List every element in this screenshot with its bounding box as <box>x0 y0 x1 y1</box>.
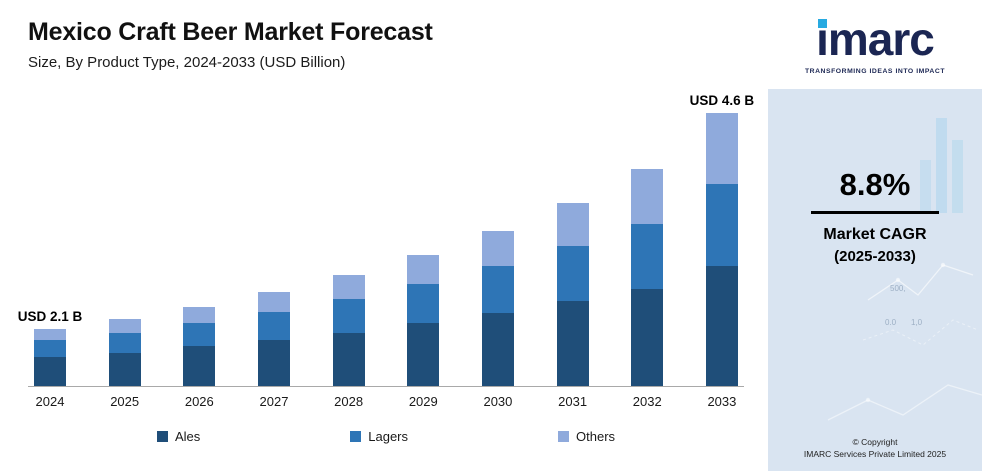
bar-segment-others <box>705 113 738 185</box>
chart-title: Mexico Craft Beer Market Forecast <box>28 18 433 46</box>
bar-stack <box>257 291 290 386</box>
logo-text: imarc <box>816 13 935 65</box>
bar-stack <box>34 329 66 386</box>
bar-stack <box>705 113 738 386</box>
bar-segment-ales <box>257 340 290 386</box>
legend-label: Others <box>576 429 616 444</box>
copyright-line1: © Copyright <box>852 436 898 447</box>
bar-column: USD 4.6 B 2033 <box>690 93 755 409</box>
bar-segment-ales <box>34 357 66 386</box>
bar-segment-ales <box>108 352 141 386</box>
bar-stack <box>108 319 141 386</box>
x-axis-label: 2026 <box>184 394 214 409</box>
bar-segment-lagers <box>556 246 589 302</box>
bar-stack <box>481 230 514 386</box>
x-axis-label: 2027 <box>259 394 289 409</box>
bar-segment-ales <box>183 346 216 386</box>
imarc-logo: imarc <box>816 13 935 65</box>
bar-segment-others <box>34 329 66 340</box>
bar-segment-others <box>407 254 440 284</box>
bar-stack <box>183 306 216 386</box>
legend-label: Ales <box>174 429 201 444</box>
logo-dot-icon <box>818 19 828 28</box>
watermark-number: 1,0 <box>911 318 923 327</box>
bar-column: 2025 <box>108 319 141 409</box>
cagr-period: (2025-2033) <box>834 247 916 265</box>
legend-swatch <box>558 431 570 442</box>
bar-stack <box>556 202 589 386</box>
bar-segment-others <box>332 275 365 300</box>
cagr-label: Market CAGR <box>823 225 927 243</box>
x-axis-label: 2030 <box>483 394 513 409</box>
bar-segment-lagers <box>631 223 664 289</box>
bar-segment-lagers <box>481 266 514 313</box>
bar-segment-ales <box>705 266 738 386</box>
bar-segment-others <box>183 306 216 323</box>
watermark-number: 0.0 <box>885 318 897 327</box>
cagr-block: 8.8% Market CAGR (2025-2033) <box>811 167 939 265</box>
legend-item-ales: Ales <box>156 429 201 444</box>
bar-segment-lagers <box>407 283 440 323</box>
bar-segment-lagers <box>108 332 141 353</box>
watermark-number: 500, <box>890 284 906 293</box>
bar-column: 2028 <box>332 275 365 409</box>
cagr-value: 8.8% <box>839 167 911 202</box>
bar-segment-lagers <box>705 184 738 267</box>
cagr-underline <box>811 211 939 214</box>
bar-segment-others <box>631 169 664 224</box>
copyright: © Copyright IMARC Services Private Limit… <box>804 436 946 471</box>
bar-stack <box>631 169 664 386</box>
bar-chart: USD 2.1 B 2024 2025 2026 2027 2028 2029 2030 203… <box>18 85 755 409</box>
bar-segment-others <box>556 202 589 247</box>
bar-segment-lagers <box>257 311 290 340</box>
bar-segment-others <box>108 319 141 333</box>
bar-segment-ales <box>481 313 514 386</box>
bar-segment-lagers <box>332 299 365 333</box>
x-axis-label: 2024 <box>35 394 65 409</box>
legend-swatch <box>156 431 168 442</box>
bar-segment-ales <box>332 332 365 386</box>
x-axis-label: 2033 <box>707 394 737 409</box>
chart-subtitle: Size, By Product Type, 2024-2033 (USD Bi… <box>28 54 346 71</box>
logo-box: imarc TRANSFORMING IDEAS INTO IMPACT <box>768 0 982 89</box>
legend-swatch <box>350 431 362 442</box>
copyright-line2: IMARC Services Private Limited 2025 <box>803 449 947 460</box>
bar-column: 2026 <box>183 306 216 409</box>
legend: Ales Lagers Others <box>28 429 744 444</box>
bar-column: 2027 <box>257 291 290 409</box>
bar-segment-others <box>257 291 290 312</box>
x-axis-label: 2028 <box>334 394 364 409</box>
x-axis-label: 2029 <box>408 394 438 409</box>
bar-column: 2031 <box>556 202 589 409</box>
bar-value-label: USD 2.1 B <box>17 309 83 325</box>
bar-segment-others <box>481 230 514 267</box>
bar-segment-lagers <box>34 339 66 357</box>
bar-segment-ales <box>407 323 440 386</box>
bar-stack <box>332 275 365 386</box>
bar-column: USD 2.1 B 2024 <box>18 309 83 409</box>
chart-header: Mexico Craft Beer Market Forecast Size, … <box>28 18 744 71</box>
bar-segment-ales <box>556 301 589 386</box>
x-axis-label: 2025 <box>110 394 140 409</box>
legend-label: Lagers <box>368 429 409 444</box>
bar-column: 2029 <box>407 254 440 409</box>
x-axis-label: 2032 <box>632 394 662 409</box>
bar-column: 2032 <box>631 169 664 409</box>
x-axis-label: 2031 <box>558 394 588 409</box>
bar-column: 2030 <box>481 230 514 409</box>
logo-tagline: TRANSFORMING IDEAS INTO IMPACT <box>804 68 946 75</box>
legend-item-lagers: Lagers <box>350 429 408 444</box>
bar-segment-ales <box>631 288 664 386</box>
bar-stack <box>407 254 440 386</box>
bar-value-label: USD 4.6 B <box>689 93 755 109</box>
legend-item-others: Others <box>558 429 615 444</box>
chart-panel: Mexico Craft Beer Market Forecast Size, … <box>17 18 755 444</box>
bar-segment-lagers <box>183 322 216 347</box>
brand-sidebar: 500, 0.0 1,0 imarc TRANSFORMING IDEAS IN… <box>768 0 982 471</box>
